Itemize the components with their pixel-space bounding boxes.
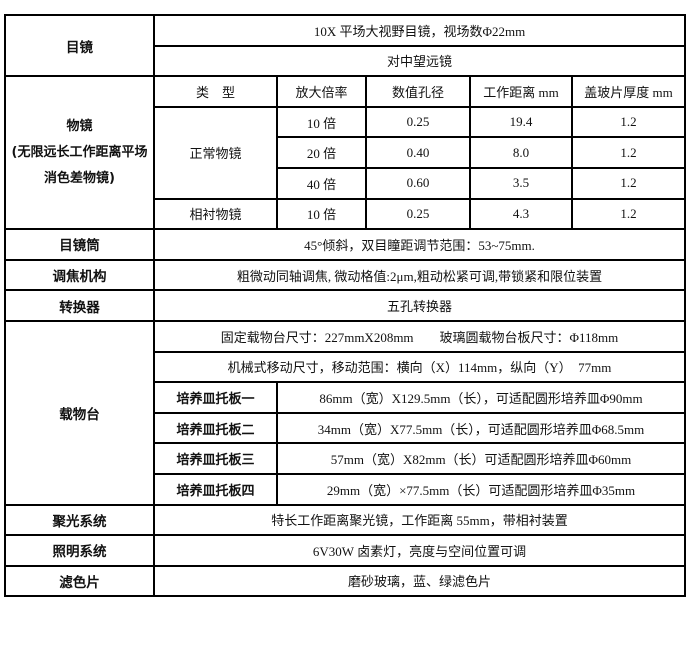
plate-name: 培养皿托板四: [153, 472, 278, 506]
row-label: 目镜筒: [4, 228, 155, 261]
cell-value: 0.25: [365, 105, 471, 139]
cell-value: 机械式移动尺寸，移动范围：横向（X）114mm，纵向（Y） 77mm: [152, 350, 687, 384]
row-label: 调焦机构: [4, 258, 155, 292]
spec-table: 目镜 10X 平场大视野目镜，视场数Φ22mm 对中望远镜 物镜 (无限远长工作…: [4, 13, 687, 598]
label-line: 消色差物镜): [44, 170, 115, 186]
cell-value: 对中望远镜: [152, 44, 687, 78]
row-label: 转换器: [4, 289, 155, 322]
table-row: 培养皿托板三 57mm（宽）X82mm（长）可适配圆形培养皿Φ60mm: [5, 442, 687, 475]
label-line: 物镜: [66, 118, 93, 134]
cell-value: 45°倾斜，双目瞳距调节范围：53~75mm.: [152, 228, 687, 261]
cell-value: 固定载物台尺寸：227mmX208mm 玻璃圆载物台板尺寸：Φ118mm: [152, 319, 687, 353]
cell-value: 86mm（宽）X129.5mm（长），可适配圆形培养皿Φ90mm: [275, 381, 687, 414]
column-header: 工作距离 mm: [469, 75, 573, 108]
cell-value: 1.2: [570, 166, 687, 200]
column-header: 数值孔径: [365, 75, 471, 108]
cell-value: 10X 平场大视野目镜，视场数Φ22mm: [152, 14, 687, 47]
cell-value: 0.60: [365, 166, 471, 200]
table-row: 照明系统 6V30W 卤素灯，亮度与空间位置可调: [4, 534, 687, 567]
table-row: 目镜 10X 平场大视野目镜，视场数Φ22mm: [4, 13, 687, 78]
table-row: 培养皿托板一 86mm（宽）X129.5mm（长），可适配圆形培养皿Φ90mm: [5, 381, 687, 414]
table-row: 相衬物镜 10 倍 0.25 4.3 1.2: [5, 197, 687, 231]
row-label: 照明系统: [4, 534, 155, 567]
row-label: 目镜: [4, 13, 155, 78]
cell-value: 20 倍: [276, 136, 367, 169]
column-header: 放大倍率: [276, 75, 367, 108]
plate-name: 培养皿托板三: [153, 442, 278, 475]
cell-value: 五孔转换器: [152, 289, 687, 322]
table-row: 滤色片 磨砂玻璃，蓝、绿滤色片: [4, 564, 687, 598]
cell-value: 4.3: [469, 197, 573, 231]
table-row: 载物台 固定载物台尺寸：227mmX208mm 玻璃圆载物台板尺寸：Φ118mm: [4, 319, 687, 506]
cell-value: 粗微动同轴调焦, 微动格值:2μm,粗动松紧可调,带锁紧和限位装置: [152, 258, 687, 292]
table-row: 转换器 五孔转换器: [4, 289, 687, 322]
cell-value: 磨砂玻璃，蓝、绿滤色片: [152, 564, 687, 598]
row-label: 聚光系统: [4, 503, 155, 537]
table-row: 聚光系统 特长工作距离聚光镜，工作距离 55mm，带相衬装置: [4, 503, 687, 537]
plate-name: 培养皿托板二: [153, 411, 278, 445]
row-label: 物镜 (无限远长工作距离平场 消色差物镜): [4, 75, 155, 231]
plate-name: 培养皿托板一: [153, 381, 278, 414]
objective-type: 相衬物镜: [153, 197, 278, 231]
cell-value: 34mm（宽）X77.5mm（长），可适配圆形培养皿Φ68.5mm: [275, 411, 687, 445]
table-row: 调焦机构 粗微动同轴调焦, 微动格值:2μm,粗动松紧可调,带锁紧和限位装置: [4, 258, 687, 292]
cell-value: 29mm（宽）×77.5mm（长）可适配圆形培养皿Φ35mm: [275, 472, 687, 506]
objective-type: 正常物镜: [153, 105, 278, 200]
cell-value: 1.2: [570, 105, 687, 139]
table-row: 对中望远镜: [5, 44, 687, 78]
cell-value: 1.2: [570, 136, 687, 169]
cell-value: 10 倍: [276, 105, 367, 139]
cell-value: 6V30W 卤素灯，亮度与空间位置可调: [152, 534, 687, 567]
label-line: (无限远长工作距离平场: [11, 144, 148, 160]
cell-value: 10 倍: [276, 197, 367, 231]
table-row: 培养皿托板四 29mm（宽）×77.5mm（长）可适配圆形培养皿Φ35mm: [5, 472, 687, 506]
table-row: 正常物镜 10 倍 0.25 19.4 1.2: [5, 105, 687, 200]
cell-value: 1.2: [570, 197, 687, 231]
cell-value: 19.4: [469, 105, 573, 139]
table-row: 20 倍 0.40 8.0 1.2: [5, 136, 687, 169]
cell-value: 3.5: [469, 166, 573, 200]
cell-value: 0.25: [365, 197, 471, 231]
cell-value: 40 倍: [276, 166, 367, 200]
table-row: 机械式移动尺寸，移动范围：横向（X）114mm，纵向（Y） 77mm: [5, 350, 687, 384]
cell-value: 8.0: [469, 136, 573, 169]
table-row: 40 倍 0.60 3.5 1.2: [5, 166, 687, 200]
column-header: 类 型: [153, 75, 278, 108]
cell-value: 57mm（宽）X82mm（长）可适配圆形培养皿Φ60mm: [275, 442, 687, 475]
cell-value: 特长工作距离聚光镜，工作距离 55mm，带相衬装置: [152, 503, 687, 537]
cell-value: 0.40: [365, 136, 471, 169]
row-label: 滤色片: [4, 564, 155, 598]
column-header: 盖玻片厚度 mm: [570, 75, 687, 108]
table-row: 目镜筒 45°倾斜，双目瞳距调节范围：53~75mm.: [4, 228, 687, 261]
table-row: 培养皿托板二 34mm（宽）X77.5mm（长），可适配圆形培养皿Φ68.5mm: [5, 411, 687, 445]
row-label: 载物台: [4, 319, 155, 506]
table-row: 物镜 (无限远长工作距离平场 消色差物镜) 类 型 放大倍率 数值孔径 工作距离…: [4, 75, 687, 231]
